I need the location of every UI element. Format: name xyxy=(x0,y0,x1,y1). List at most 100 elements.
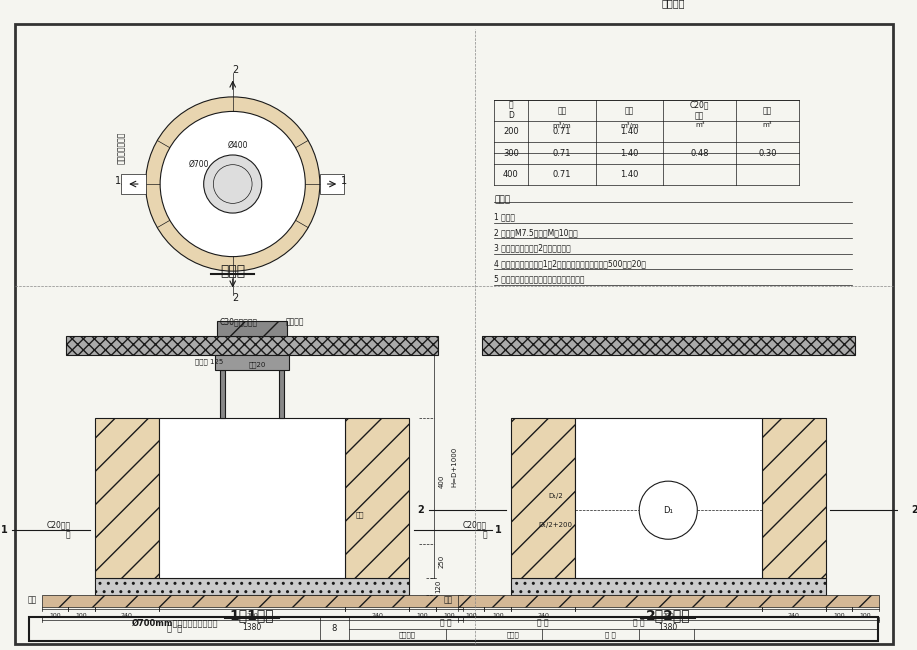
Text: 2－2剪面: 2－2剪面 xyxy=(646,608,691,622)
Text: H=D+1000: H=D+1000 xyxy=(452,447,458,487)
Text: C30混凝土盖板: C30混凝土盖板 xyxy=(220,317,258,326)
Text: D₁/2: D₁/2 xyxy=(548,493,563,499)
Text: 0.48: 0.48 xyxy=(691,149,709,157)
Text: 400: 400 xyxy=(438,474,444,488)
Text: 设计单位: 设计单位 xyxy=(399,632,415,638)
Text: 制图人: 制图人 xyxy=(507,632,520,638)
Text: 垫层: 垫层 xyxy=(28,595,37,604)
Bar xyxy=(29,617,878,641)
Text: 1: 1 xyxy=(341,176,348,186)
Text: 备注：: 备注： xyxy=(494,195,510,204)
Text: 垫层: 垫层 xyxy=(444,595,453,604)
Text: 1: 1 xyxy=(495,525,502,534)
Bar xyxy=(511,578,825,595)
Text: 100: 100 xyxy=(465,613,477,618)
Text: 240: 240 xyxy=(537,613,549,618)
Text: 1－1剪面: 1－1剪面 xyxy=(230,608,274,622)
Circle shape xyxy=(204,155,261,213)
Bar xyxy=(279,370,284,418)
Text: 校 阅: 校 阅 xyxy=(536,618,548,627)
Text: 240: 240 xyxy=(371,613,383,618)
Bar xyxy=(220,370,226,418)
Text: 2: 2 xyxy=(911,505,917,515)
Text: 250: 250 xyxy=(438,554,444,567)
Text: 0.71: 0.71 xyxy=(553,149,571,157)
Bar xyxy=(215,356,290,370)
Text: C20混
凝土: C20混 凝土 xyxy=(690,101,710,120)
Bar xyxy=(320,174,344,194)
Bar xyxy=(511,418,575,578)
Text: 预制20: 预制20 xyxy=(249,361,266,369)
Text: 工程量表: 工程量表 xyxy=(661,0,685,8)
Text: 2: 2 xyxy=(417,505,425,515)
Bar xyxy=(66,336,438,356)
Text: 钢筋砼 125: 钢筋砼 125 xyxy=(194,359,223,365)
Text: 1380: 1380 xyxy=(242,623,261,632)
Bar xyxy=(121,174,146,194)
Text: 0.30: 0.30 xyxy=(758,149,777,157)
Text: 120: 120 xyxy=(436,580,441,593)
Text: 240: 240 xyxy=(788,613,800,618)
Circle shape xyxy=(160,111,305,257)
Text: 200: 200 xyxy=(503,127,519,136)
Bar xyxy=(346,418,409,578)
Text: m³/m: m³/m xyxy=(552,122,571,129)
Text: 图  号: 图 号 xyxy=(167,624,182,633)
Bar xyxy=(94,578,409,595)
Text: 100: 100 xyxy=(417,613,428,618)
Text: D₁/2+200: D₁/2+200 xyxy=(538,522,572,528)
Circle shape xyxy=(639,481,697,540)
Text: C20混凝
土: C20混凝 土 xyxy=(463,520,487,540)
Text: 0.71: 0.71 xyxy=(553,127,571,136)
Text: 平面图: 平面图 xyxy=(220,264,245,278)
Bar xyxy=(159,418,346,578)
Text: 400: 400 xyxy=(503,170,519,179)
Text: 100: 100 xyxy=(76,613,87,618)
Text: 1380: 1380 xyxy=(658,623,678,632)
Text: 100: 100 xyxy=(859,613,871,618)
Bar xyxy=(482,336,855,356)
Text: 3 内、外墙、底板：2层水泥抄据。: 3 内、外墙、底板：2层水泥抄据。 xyxy=(494,243,570,252)
Text: Ø400: Ø400 xyxy=(227,141,248,150)
Text: 日 期: 日 期 xyxy=(605,632,615,638)
Text: 1: 1 xyxy=(1,525,8,534)
Text: 底板: 底板 xyxy=(356,512,364,518)
Bar xyxy=(575,418,761,578)
Text: 0.71: 0.71 xyxy=(553,170,571,179)
Text: 剖视方向示意图: 剖视方向示意图 xyxy=(116,131,126,164)
Text: 2: 2 xyxy=(233,65,238,75)
Text: 100: 100 xyxy=(833,613,845,618)
Text: 审 批: 审 批 xyxy=(634,618,645,627)
Text: 2 砖牀用M7.5水泥砖M丁10砖。: 2 砖牀用M7.5水泥砖M丁10砖。 xyxy=(494,228,578,237)
Text: 1 地质。: 1 地质。 xyxy=(494,213,515,222)
Circle shape xyxy=(146,97,320,271)
Text: 1.40: 1.40 xyxy=(621,170,639,179)
Bar xyxy=(761,418,825,578)
Text: 700: 700 xyxy=(662,613,674,618)
Text: 井
D: 井 D xyxy=(508,101,514,120)
Text: 填土: 填土 xyxy=(624,106,635,115)
Text: 300: 300 xyxy=(503,149,519,157)
Text: Ø700mm团形砖砖雨水检查井: Ø700mm团形砖砖雨水检查井 xyxy=(131,618,218,627)
Text: 700: 700 xyxy=(246,613,258,618)
Text: 设 计: 设 计 xyxy=(440,618,451,627)
Bar xyxy=(217,322,287,336)
Text: C20混凝
土: C20混凝 土 xyxy=(47,520,71,540)
Text: Ø700: Ø700 xyxy=(189,160,209,169)
Text: 100: 100 xyxy=(492,613,503,618)
Bar xyxy=(41,595,462,607)
Text: m³: m³ xyxy=(763,122,772,128)
Text: 1: 1 xyxy=(116,176,122,186)
Text: 4 盖板底模，拼板间距1：2水泥抄缝高超过盖板底部500，宽20。: 4 盖板底模，拼板间距1：2水泥抄缝高超过盖板底部500，宽20。 xyxy=(494,259,646,268)
Text: D₁: D₁ xyxy=(663,506,673,515)
Text: m³/m: m³/m xyxy=(620,122,639,129)
Text: 240: 240 xyxy=(121,613,133,618)
Text: 1.40: 1.40 xyxy=(621,149,639,157)
Text: 1.40: 1.40 xyxy=(621,127,639,136)
Text: 8: 8 xyxy=(332,624,337,633)
Text: 100: 100 xyxy=(49,613,61,618)
Text: 预制盖板: 预制盖板 xyxy=(285,317,304,326)
Text: 100: 100 xyxy=(444,613,455,618)
Text: 2: 2 xyxy=(233,293,238,304)
Bar xyxy=(458,595,878,607)
